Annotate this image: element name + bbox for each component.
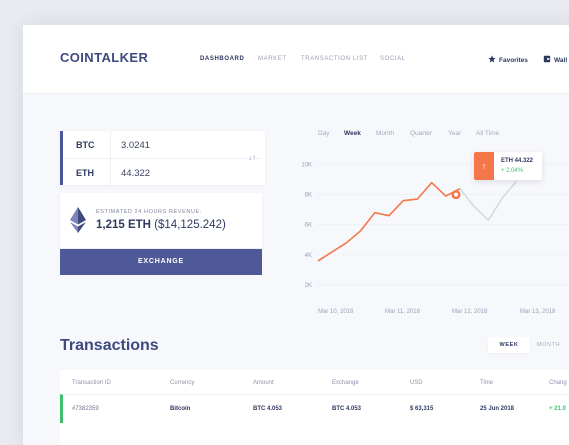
converter-row-btc[interactable]: BTC 3.0241: [63, 131, 262, 158]
swap-icon[interactable]: ↓↑: [248, 153, 256, 162]
currency-amount: 3.0241: [121, 140, 151, 151]
tab-month[interactable]: Month: [376, 130, 395, 137]
highlight-point-center: [454, 192, 458, 197]
column-header: Transaction ID: [72, 380, 111, 386]
exchange-button[interactable]: EXCHANGE: [60, 249, 262, 275]
revenue-usd: ($14,125.242): [154, 219, 226, 231]
column-header: Exchange: [332, 380, 359, 386]
wallet-icon: [543, 55, 551, 63]
currency-code: ETH: [76, 168, 94, 178]
column-header: Chang: [549, 380, 567, 386]
x-tick-label: Mar 13, 2018: [520, 309, 556, 315]
series-line-eth: [317, 181, 461, 262]
series-line-projection: [459, 180, 518, 221]
app-window: COINTALKER DASHBOARD MARKET TRANSACTION …: [23, 25, 569, 445]
nav-transaction-list[interactable]: TRANSACTION LIST: [301, 56, 368, 62]
column-header: Amount: [253, 380, 274, 386]
x-tick-label: Mar 10, 2018: [318, 309, 354, 315]
ethereum-icon: [70, 207, 86, 233]
tab-year[interactable]: Year: [448, 130, 462, 137]
wallet-label: Wall: [554, 57, 568, 64]
transaction-amount: BTC 4.053: [253, 406, 283, 412]
y-tick-label: 6K: [305, 223, 312, 229]
table-row[interactable]: #7382359 Bitcoin BTC 4.053 BTC 4.053 $ 6…: [60, 394, 569, 423]
tooltip-change: + 2.04%: [501, 168, 524, 174]
transaction-exchange: BTC 4.053: [332, 406, 362, 412]
y-tick-label: 4K: [305, 253, 312, 259]
divider: [110, 131, 111, 158]
transaction-change: + 21.0: [549, 406, 566, 412]
column-header: USD: [410, 380, 423, 386]
tab-quarter[interactable]: Quarter: [410, 130, 433, 137]
transaction-time: 25 Jun 2018: [480, 406, 515, 412]
transaction-usd: $ 63,315: [410, 406, 434, 412]
tab-all-time[interactable]: All Time: [476, 130, 500, 137]
transactions-table: Transaction ID Currency Amount Exchange …: [60, 370, 569, 445]
y-tick-label: 10K: [301, 163, 312, 169]
nav-social[interactable]: SOCIAL: [380, 56, 406, 62]
revenue-card: ESTIMATED 24 HOURS REVENUE: 1,215 ETH ($…: [60, 193, 262, 248]
tab-week[interactable]: Week: [344, 130, 361, 137]
tab-day[interactable]: Day: [318, 130, 330, 137]
revenue-label: ESTIMATED 24 HOURS REVENUE:: [96, 209, 202, 215]
period-week-button[interactable]: WEEK: [488, 337, 530, 353]
transactions-title: Transactions: [60, 337, 159, 354]
wallet-link[interactable]: Wall: [543, 55, 567, 64]
favorites-link[interactable]: Favorites: [488, 55, 528, 64]
currency-amount: 44.322: [121, 168, 151, 179]
period-month-button[interactable]: MONTH: [537, 342, 561, 348]
divider: [110, 159, 111, 186]
top-header: COINTALKER DASHBOARD MARKET TRANSACTION …: [23, 25, 569, 94]
nav-market[interactable]: MARKET: [258, 56, 287, 62]
currency-converter: BTC 3.0241 ETH 44.322 ↓↑: [60, 131, 265, 186]
nav-dashboard[interactable]: DASHBOARD: [200, 56, 245, 62]
converter-row-eth[interactable]: ETH 44.322: [63, 158, 262, 186]
transaction-id: #7382359: [72, 406, 99, 412]
arrow-up-icon: ↑: [474, 152, 494, 180]
favorites-label: Favorites: [499, 57, 528, 64]
tooltip-title: ETH 44.322: [501, 158, 534, 164]
column-header: Time: [480, 380, 494, 386]
transaction-currency: Bitcoin: [170, 406, 191, 412]
x-tick-label: Mar 11, 2018: [385, 309, 421, 315]
y-tick-label: 8K: [305, 193, 312, 199]
currency-code: BTC: [76, 140, 95, 150]
logo: COINTALKER: [60, 50, 149, 65]
price-tooltip: ↑ ETH 44.322 + 2.04%: [474, 152, 542, 180]
column-header: Currency: [170, 380, 195, 386]
star-icon: [488, 55, 496, 63]
revenue-eth: 1,215 ETH: [96, 219, 151, 231]
y-tick-label: 2K: [305, 283, 312, 289]
x-tick-label: Mar 12, 2018: [452, 309, 488, 315]
revenue-amount: 1,215 ETH ($14,125.242): [96, 219, 226, 231]
